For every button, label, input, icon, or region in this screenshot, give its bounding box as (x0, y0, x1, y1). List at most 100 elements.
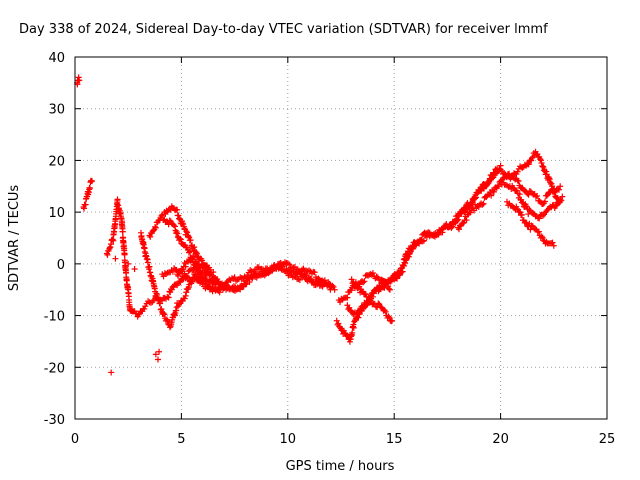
grid (75, 57, 607, 419)
y-tick-label: -30 (44, 413, 65, 428)
data-point (286, 261, 293, 268)
data-point (385, 313, 392, 320)
data-point (182, 292, 189, 299)
data-point (382, 308, 389, 315)
series-stray-points (108, 255, 163, 376)
data-point (329, 282, 336, 289)
x-tick-label: 0 (71, 432, 79, 447)
data-marks (74, 74, 566, 376)
y-tick-label: 30 (48, 103, 65, 118)
data-point (350, 324, 357, 331)
data-point (536, 215, 543, 222)
data-point (385, 283, 392, 290)
y-tick-label: -10 (44, 310, 65, 325)
data-point (458, 208, 465, 215)
data-point (183, 289, 190, 296)
data-point (207, 271, 214, 278)
data-point (86, 185, 93, 192)
data-point (170, 222, 177, 229)
data-point (185, 249, 192, 256)
data-point (552, 203, 559, 210)
data-point (539, 212, 546, 219)
data-point (369, 293, 376, 300)
data-point (514, 177, 521, 184)
y-tick-label: 0 (57, 258, 65, 273)
data-point (473, 194, 480, 201)
data-point (352, 315, 359, 322)
y-axis-label: SDTVAR / TECUs (7, 185, 22, 292)
data-point (448, 224, 455, 231)
data-point (400, 256, 407, 263)
series-arc-j (503, 198, 557, 249)
data-point (439, 229, 446, 236)
x-tick-label: 10 (280, 432, 297, 447)
data-point (348, 307, 355, 314)
data-point (522, 219, 529, 226)
data-point (331, 286, 338, 293)
data-point (349, 329, 356, 336)
data-point (154, 356, 161, 363)
data-point (549, 183, 556, 190)
data-point (375, 300, 382, 307)
data-point (490, 174, 497, 181)
data-point (182, 263, 189, 270)
data-point (187, 237, 194, 244)
data-point (194, 277, 201, 284)
data-point (82, 201, 89, 208)
data-point (121, 251, 128, 258)
data-point (200, 264, 207, 271)
data-point (210, 275, 217, 282)
chart-title: Day 338 of 2024, Sidereal Day-to-day VTE… (19, 22, 548, 37)
x-tick-label: 25 (599, 432, 616, 447)
x-axis-label: GPS time / hours (286, 459, 395, 474)
data-point (161, 311, 168, 318)
data-point (373, 273, 380, 280)
data-point (185, 284, 192, 291)
y-tick-label: 10 (48, 206, 65, 221)
data-point (202, 278, 209, 285)
data-point (237, 286, 244, 293)
data-point (475, 188, 482, 195)
data-point (296, 276, 303, 283)
data-point (147, 233, 154, 240)
data-point (394, 275, 401, 282)
data-point (386, 314, 393, 321)
data-point (187, 277, 194, 284)
series-arc-h (335, 270, 393, 306)
data-point (119, 228, 126, 235)
series-arc-f (344, 166, 564, 322)
data-point (175, 212, 182, 219)
data-point (480, 200, 487, 207)
data-point (459, 207, 466, 214)
data-point (155, 297, 162, 304)
data-point (311, 269, 318, 276)
data-point (485, 180, 492, 187)
series-arc-k (497, 178, 566, 222)
data-point (397, 268, 404, 275)
data-point (152, 351, 159, 358)
data-point (320, 281, 327, 288)
data-point (166, 324, 173, 331)
data-point (365, 294, 372, 301)
data-point (243, 280, 250, 287)
data-point (537, 155, 544, 162)
data-point (399, 264, 406, 271)
data-point (131, 266, 138, 273)
data-point (191, 244, 198, 251)
data-point (403, 251, 410, 258)
data-point (389, 317, 396, 324)
data-point (199, 280, 206, 287)
plot-frame (74, 56, 608, 420)
data-point (488, 192, 495, 199)
data-point (539, 234, 546, 241)
data-point (463, 217, 470, 224)
data-point (189, 254, 196, 261)
data-point (226, 276, 233, 283)
data-point (525, 161, 532, 168)
data-point (89, 178, 96, 185)
data-point (284, 260, 291, 267)
data-point (518, 211, 525, 218)
data-point (157, 300, 164, 307)
data-point (344, 294, 351, 301)
data-point (558, 197, 565, 204)
